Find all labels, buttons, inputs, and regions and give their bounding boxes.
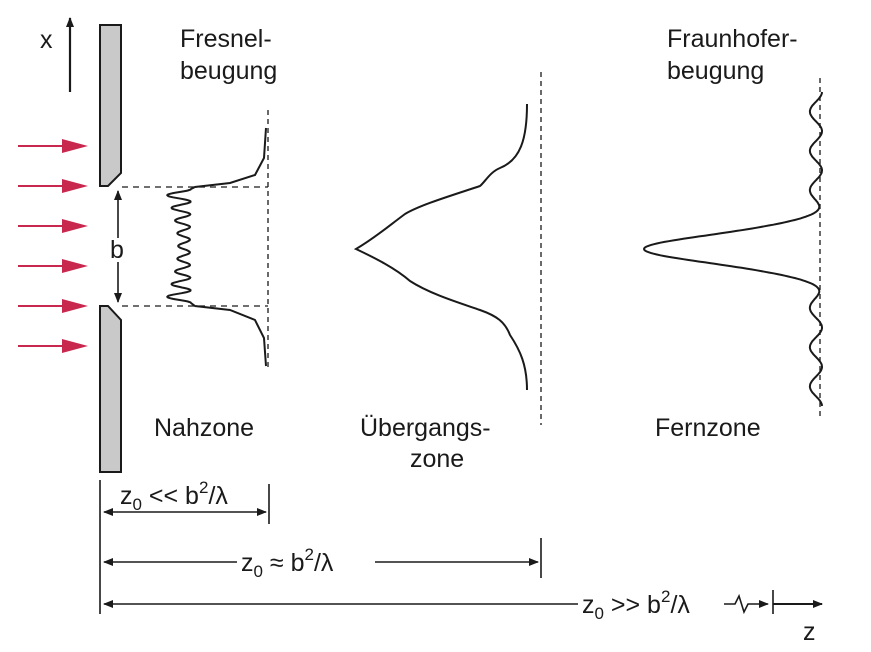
incident-arrow-head [62, 219, 88, 233]
fraunhofer-intensity-curve [642, 91, 823, 407]
incident-arrow-head [62, 339, 88, 353]
fresnel-heading-2: beugung [180, 57, 277, 85]
transition-zone-label-1: Übergangs- [360, 414, 491, 442]
near-zone-label: Nahzone [154, 414, 254, 442]
fraunhofer-heading-1: Fraunhofer- [667, 25, 798, 53]
fresnel-heading-1: Fresnel- [180, 25, 272, 53]
incident-arrow-head [62, 179, 88, 193]
z-axis-label: z [803, 618, 816, 646]
far-distance-label: z0 >> b2/λ [582, 587, 690, 623]
transition-zone-label-2: zone [410, 445, 464, 473]
x-axis-label: x [40, 26, 53, 54]
fraunhofer-pattern [642, 78, 823, 420]
aperture-screen [99, 24, 122, 473]
break-symbol [724, 593, 769, 615]
incident-arrow-head [62, 139, 88, 153]
incident-arrow-head [62, 299, 88, 313]
transition-pattern [353, 72, 542, 425]
transition-intensity-curve [353, 103, 528, 391]
slit-width-label: b [110, 236, 124, 264]
incident-arrows [18, 139, 88, 353]
slit-edge-lines [122, 186, 268, 307]
transition-distance-label: z0 ≈ b2/λ [241, 545, 334, 581]
far-zone-label: Fernzone [655, 414, 761, 442]
fresnel-pattern [166, 110, 269, 368]
x-axis: x [40, 17, 74, 92]
fresnel-intensity-curve [166, 127, 267, 367]
distance-scale: z0 << b2/λ z0 ≈ b2/λ z0 >> b2/λ z [99, 478, 823, 646]
near-distance-label: z0 << b2/λ [120, 478, 228, 514]
screen-upper [99, 24, 122, 187]
screen-lower [99, 305, 122, 473]
incident-arrow-head [62, 259, 88, 273]
slit-width-dimension: b [110, 190, 124, 303]
fraunhofer-heading-2: beugung [667, 57, 764, 85]
